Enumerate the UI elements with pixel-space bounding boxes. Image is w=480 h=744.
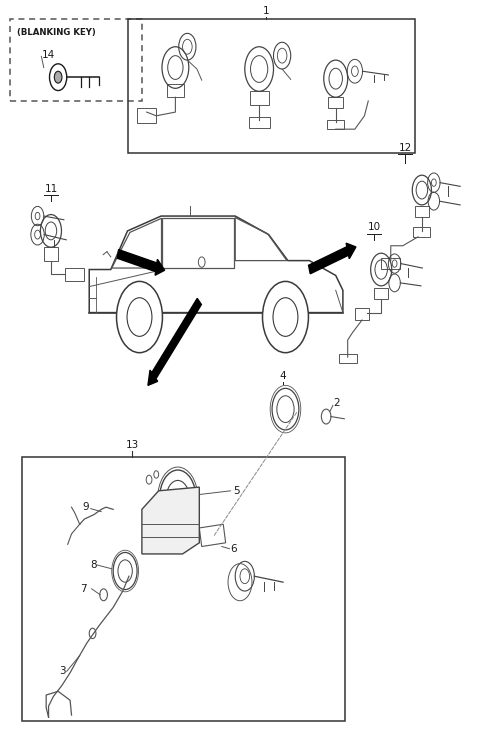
Bar xyxy=(44,247,58,260)
Bar xyxy=(249,118,270,129)
Circle shape xyxy=(117,281,162,353)
Text: 8: 8 xyxy=(90,560,96,570)
Bar xyxy=(413,227,431,237)
Bar xyxy=(328,97,343,109)
FancyArrow shape xyxy=(148,298,202,385)
Circle shape xyxy=(263,281,309,353)
Bar xyxy=(415,206,429,217)
Bar xyxy=(381,258,400,269)
Bar xyxy=(128,19,415,153)
Bar xyxy=(167,84,184,97)
Bar xyxy=(10,19,142,101)
FancyArrow shape xyxy=(117,249,165,275)
Text: 11: 11 xyxy=(44,184,58,193)
Bar xyxy=(137,109,156,124)
Text: 2: 2 xyxy=(333,398,340,408)
Bar xyxy=(374,288,388,299)
Bar xyxy=(327,120,344,129)
Text: 1: 1 xyxy=(263,5,270,16)
Text: 14: 14 xyxy=(41,50,55,60)
Bar xyxy=(339,354,357,363)
Text: 6: 6 xyxy=(230,544,237,554)
FancyArrow shape xyxy=(309,243,356,274)
Bar xyxy=(22,458,345,721)
Bar xyxy=(65,268,84,281)
Text: 7: 7 xyxy=(80,584,87,594)
Text: 13: 13 xyxy=(126,440,139,450)
Text: 10: 10 xyxy=(368,222,381,232)
Text: 4: 4 xyxy=(280,371,287,381)
Polygon shape xyxy=(142,487,199,554)
Bar xyxy=(250,92,269,105)
Text: 9: 9 xyxy=(83,502,89,512)
Text: (BLANKING KEY): (BLANKING KEY) xyxy=(17,28,96,37)
Bar xyxy=(355,308,369,320)
Circle shape xyxy=(54,71,62,83)
Text: 12: 12 xyxy=(398,143,412,153)
Text: 3: 3 xyxy=(59,666,65,676)
Text: 5: 5 xyxy=(233,486,240,496)
